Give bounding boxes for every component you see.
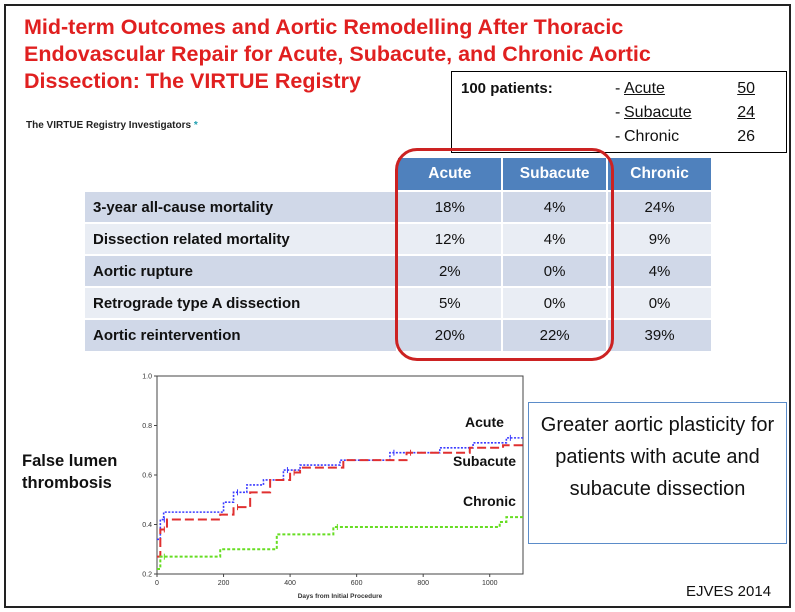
km-chart: 0.2 0.4 0.6 0.8 1.0 0 200 400 600 800 1000 Days fro…	[142, 374, 524, 600]
x-tick-label: 200	[218, 580, 230, 587]
x-tick-label: 600	[351, 580, 363, 587]
patients-row-value: 24	[737, 104, 755, 121]
cell-subacute: 0%	[502, 254, 609, 287]
investigators-text: The VIRTUE Registry Investigators	[26, 120, 192, 131]
table-row: 3-year all-cause mortality 18% 4% 24%	[85, 190, 713, 223]
patients-row-subacute: - Subacute 24	[615, 104, 755, 121]
x-axis-label: Days from Initial Procedure	[298, 593, 383, 600]
investigators-line: The VIRTUE Registry Investigators *	[26, 120, 198, 131]
patients-row-value: 50	[737, 80, 755, 97]
chart-series-group	[157, 434, 523, 571]
table-row: Dissection related mortality 12% 4% 9%	[85, 222, 713, 255]
table-header-chronic: Chronic	[607, 158, 713, 191]
table-header-row: Acute Subacute Chronic	[85, 158, 713, 191]
x-tick-label: 800	[417, 580, 429, 587]
patients-row-name: Subacute	[624, 104, 692, 121]
series-line-subacute	[157, 444, 523, 558]
x-tick-label: 0	[155, 580, 159, 587]
patients-row-name: Acute	[624, 80, 665, 97]
patients-row-value: 26	[737, 128, 755, 145]
patients-summary-box: 100 patients: - Acute 50 - Subacute 24 -…	[451, 71, 787, 153]
row-label: Aortic reintervention	[85, 318, 399, 351]
table-row: Retrograde type A dissection 5% 0% 0%	[85, 286, 713, 319]
cell-subacute: 22%	[502, 318, 609, 351]
table-row: Aortic rupture 2% 0% 4%	[85, 254, 713, 287]
cell-acute: 5%	[397, 286, 504, 319]
plot-frame	[156, 375, 524, 575]
patients-row-name: Chronic	[624, 128, 680, 145]
cell-subacute: 0%	[502, 286, 609, 319]
cell-chronic: 0%	[607, 286, 713, 319]
slide-title: Mid-term Outcomes and Aortic Remodelling…	[24, 15, 651, 93]
y-tick-label: 0.2	[142, 572, 152, 579]
series-label-chronic: Chronic	[463, 493, 516, 509]
table-header-acute: Acute	[397, 158, 504, 191]
cell-chronic: 24%	[607, 190, 713, 223]
patients-row-acute: - Acute 50	[615, 80, 755, 97]
row-label: Aortic rupture	[85, 254, 399, 287]
row-label: Retrograde type A dissection	[85, 286, 399, 319]
cell-chronic: 39%	[607, 318, 713, 351]
chart-axes: 0.2 0.4 0.6 0.8 1.0 0 200 400 600 800 1000 Days fro…	[142, 374, 524, 600]
table-header-subacute: Subacute	[502, 158, 609, 191]
cell-acute: 18%	[397, 190, 504, 223]
slide: Mid-term Outcomes and Aortic Remodelling…	[4, 4, 791, 608]
cell-chronic: 9%	[607, 222, 713, 255]
cell-acute: 12%	[397, 222, 504, 255]
series-line-acute	[157, 437, 523, 541]
outcomes-table: Acute Subacute Chronic 3-year all-cause …	[85, 158, 713, 351]
x-tick-label: 1000	[482, 580, 498, 587]
cell-acute: 20%	[397, 318, 504, 351]
y-tick-label: 0.4	[142, 522, 152, 529]
row-label: Dissection related mortality	[85, 222, 399, 255]
x-tick-label: 400	[284, 580, 296, 587]
cell-subacute: 4%	[502, 222, 609, 255]
patients-label: 100 patients:	[461, 80, 553, 97]
cell-subacute: 4%	[502, 190, 609, 223]
patients-row-chronic: - Chronic 26	[615, 128, 755, 145]
table-row: Aortic reintervention 20% 22% 39%	[85, 318, 713, 351]
cell-acute: 2%	[397, 254, 504, 287]
conclusion-callout: Greater aortic plasticity for patients w…	[528, 402, 787, 544]
y-tick-label: 0.8	[142, 423, 152, 430]
investigators-mark: *	[193, 120, 198, 131]
series-label-acute: Acute	[465, 414, 504, 430]
y-tick-label: 0.6	[142, 473, 152, 480]
y-tick-label: 1.0	[142, 374, 152, 381]
series-label-subacute: Subacute	[453, 453, 517, 469]
table-header-empty	[85, 158, 399, 191]
source-citation: EJVES 2014	[686, 583, 772, 600]
series-line-chronic	[157, 516, 523, 571]
chart-side-label: False lumen thrombosis	[22, 452, 118, 492]
cell-chronic: 4%	[607, 254, 713, 287]
row-label: 3-year all-cause mortality	[85, 190, 399, 223]
